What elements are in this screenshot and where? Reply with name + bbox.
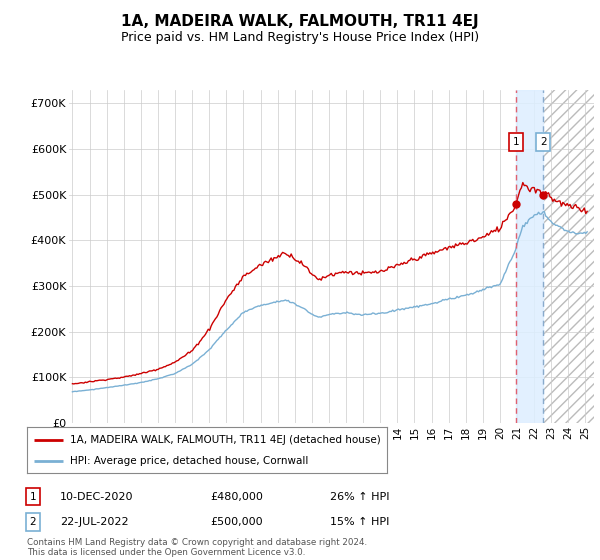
Text: 22-JUL-2022: 22-JUL-2022: [60, 517, 128, 527]
Bar: [544, 90, 594, 423]
Text: 10-DEC-2020: 10-DEC-2020: [60, 492, 133, 502]
Text: Price paid vs. HM Land Registry's House Price Index (HPI): Price paid vs. HM Land Registry's House …: [121, 31, 479, 44]
Text: 2: 2: [29, 517, 37, 527]
Text: 2: 2: [540, 137, 547, 147]
Text: 26% ↑ HPI: 26% ↑ HPI: [330, 492, 389, 502]
Text: 1: 1: [29, 492, 37, 502]
Text: 1: 1: [513, 137, 520, 147]
Text: 15% ↑ HPI: 15% ↑ HPI: [330, 517, 389, 527]
Text: £480,000: £480,000: [210, 492, 263, 502]
Text: Contains HM Land Registry data © Crown copyright and database right 2024.
This d: Contains HM Land Registry data © Crown c…: [27, 538, 367, 557]
Bar: [516, 90, 544, 423]
Text: 1A, MADEIRA WALK, FALMOUTH, TR11 4EJ (detached house): 1A, MADEIRA WALK, FALMOUTH, TR11 4EJ (de…: [70, 435, 381, 445]
Text: 1A, MADEIRA WALK, FALMOUTH, TR11 4EJ: 1A, MADEIRA WALK, FALMOUTH, TR11 4EJ: [121, 14, 479, 29]
Bar: [544, 90, 594, 423]
Text: £500,000: £500,000: [210, 517, 263, 527]
Text: HPI: Average price, detached house, Cornwall: HPI: Average price, detached house, Corn…: [70, 456, 308, 466]
